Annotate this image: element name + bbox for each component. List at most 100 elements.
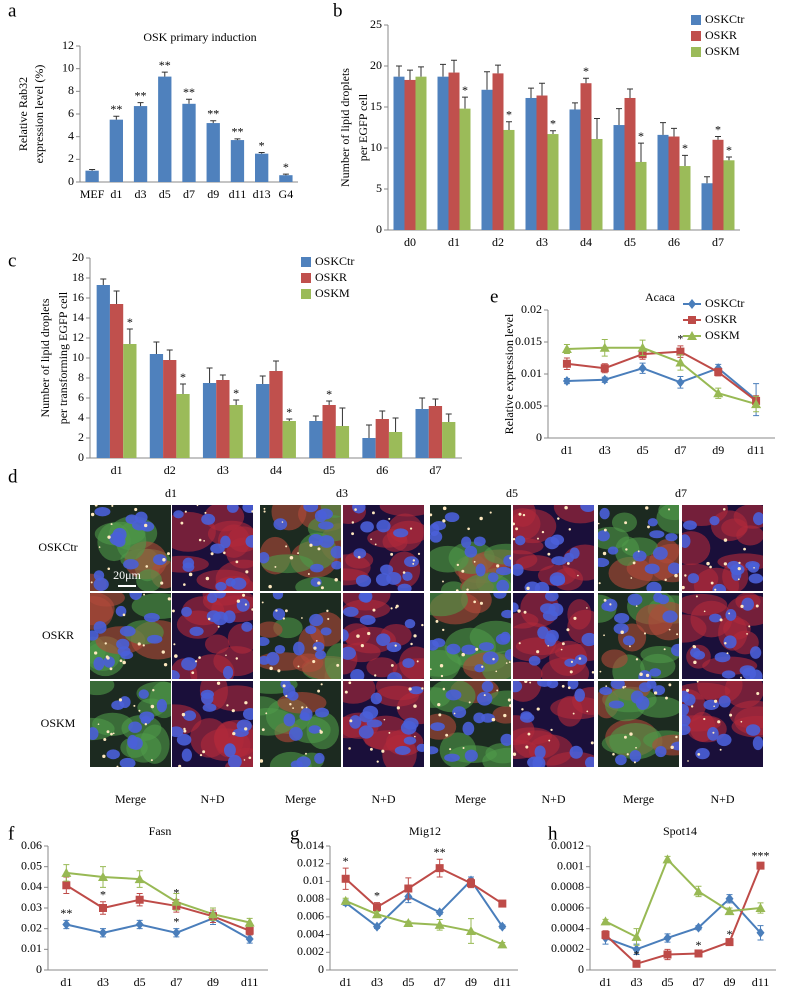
y-axis-label: expression level (%) — [32, 65, 46, 164]
image-label: N+D — [710, 792, 734, 806]
legend-swatch — [691, 15, 701, 25]
droplet — [624, 521, 628, 525]
marker — [467, 879, 475, 888]
bar — [229, 405, 243, 458]
nucleus — [598, 530, 610, 542]
legend-swatch — [691, 31, 701, 41]
y-tick-label: 16 — [72, 290, 84, 304]
cytoplasm — [440, 581, 467, 591]
nucleus — [482, 651, 499, 665]
droplet — [376, 760, 379, 763]
nucleus — [614, 613, 630, 624]
droplet — [199, 754, 203, 757]
droplet — [722, 507, 726, 511]
droplet — [319, 729, 322, 732]
x-tick-label: d11 — [494, 975, 512, 986]
bar — [536, 95, 548, 231]
droplet — [195, 660, 198, 663]
error-bar — [396, 65, 402, 77]
chart-title: Fasn — [149, 824, 172, 838]
droplet — [223, 551, 226, 555]
nucleus — [695, 747, 710, 760]
cytoplasm — [721, 518, 748, 537]
droplet — [461, 652, 465, 657]
droplet — [334, 578, 338, 582]
marker — [498, 921, 507, 932]
droplet — [90, 512, 95, 517]
marker — [725, 893, 734, 904]
significance: * — [506, 108, 512, 122]
nucleus — [629, 749, 642, 763]
error-bar — [715, 136, 721, 140]
nucleus — [546, 681, 559, 689]
bar — [481, 89, 493, 230]
cytoplasm — [345, 551, 374, 569]
nucleus — [613, 623, 629, 635]
marker — [498, 899, 507, 908]
significance: ** — [183, 85, 195, 99]
y-tick-label: 15 — [370, 99, 382, 113]
chart-title: Acaca — [645, 290, 676, 304]
x-tick-label: d9 — [724, 975, 736, 986]
y-tick-label: 4 — [68, 128, 74, 142]
nucleus — [545, 593, 559, 602]
nucleus — [245, 535, 253, 548]
nucleus — [544, 536, 560, 550]
image-label: N+D — [541, 792, 565, 806]
nucleus — [320, 627, 332, 636]
nucleus — [514, 535, 526, 546]
nucleus — [90, 727, 99, 740]
nucleus — [242, 708, 253, 721]
cytoplasm — [567, 599, 592, 630]
marker — [601, 930, 610, 939]
y-tick-label: 0.01 — [21, 941, 42, 955]
droplet — [712, 731, 715, 734]
nucleus — [319, 535, 335, 548]
marker — [756, 861, 765, 870]
nucleus — [496, 579, 510, 591]
nucleus — [359, 593, 373, 603]
nucleus — [409, 686, 424, 695]
nucleus — [288, 727, 303, 741]
droplet — [226, 704, 229, 707]
cytoplasm — [515, 555, 555, 572]
droplet — [412, 559, 416, 562]
nucleus — [397, 583, 412, 591]
bar — [668, 136, 680, 230]
significance: * — [283, 160, 289, 174]
x-tick-label: d6 — [376, 463, 388, 477]
bar — [591, 138, 603, 230]
droplet — [395, 604, 399, 608]
nucleus — [714, 652, 731, 663]
droplet — [198, 656, 201, 659]
x-tick-label: d6 — [668, 235, 680, 249]
droplet — [166, 552, 170, 556]
series-line — [604, 865, 762, 965]
nucleus — [581, 632, 594, 647]
bar — [388, 432, 403, 458]
droplet — [561, 642, 565, 646]
legend-label: OSKR — [315, 270, 347, 284]
droplet — [204, 511, 207, 514]
error-bar — [379, 410, 386, 419]
nucleus — [315, 707, 330, 718]
droplet — [336, 663, 340, 667]
marker — [466, 926, 476, 936]
y-axis-label: per transforming EGFP cell — [56, 291, 70, 424]
bar — [216, 380, 230, 458]
nucleus — [632, 550, 647, 562]
bar — [206, 123, 220, 182]
series-line — [605, 857, 761, 939]
nucleus — [501, 609, 511, 619]
y-tick-label: 8 — [68, 83, 74, 97]
nucleus — [120, 650, 134, 660]
droplet — [598, 582, 601, 585]
droplet — [603, 528, 607, 532]
marker — [135, 919, 144, 930]
droplet — [245, 570, 249, 574]
error-bar — [259, 375, 266, 384]
x-tick-label: d5 — [323, 463, 335, 477]
nucleus — [176, 733, 192, 746]
nucleus — [682, 534, 691, 548]
nucleus — [226, 505, 239, 513]
